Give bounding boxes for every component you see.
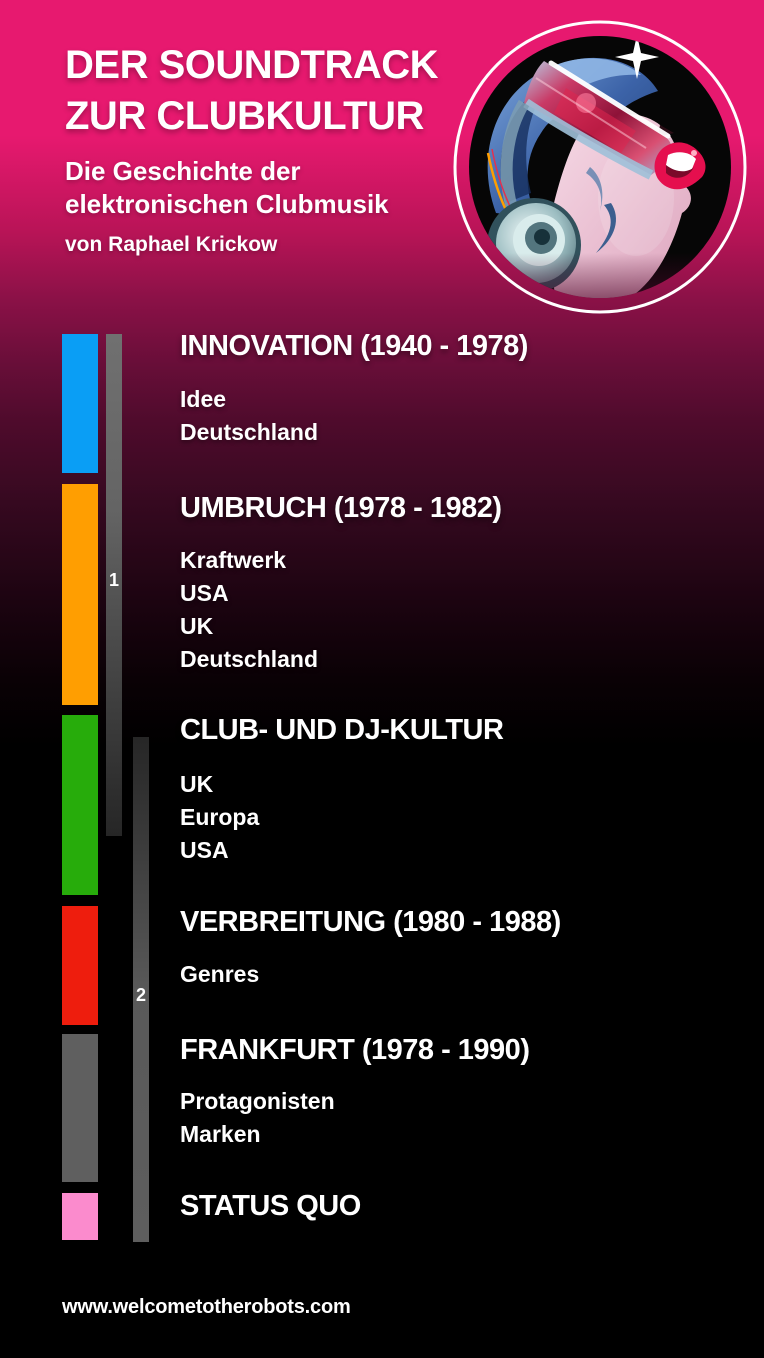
- page-subtitle: Die Geschichte der elektronischen Clubmu…: [65, 155, 389, 221]
- timeline-block-statusquo: [62, 1193, 98, 1240]
- visor-shape: [523, 60, 673, 180]
- section-items-frankfurt: Protagonisten Marken: [180, 1085, 335, 1151]
- list-item: USA: [180, 837, 229, 863]
- list-item: Protagonisten: [180, 1088, 335, 1114]
- page-title-line1: DER SOUNDTRACK: [65, 43, 439, 87]
- author-byline: von Raphael Krickow: [65, 233, 278, 256]
- list-item: Idee: [180, 386, 227, 412]
- lips-shape: [654, 142, 706, 190]
- sparkle-core: [633, 53, 641, 61]
- hero-ring: [453, 20, 747, 314]
- bracket-bar-2: [133, 737, 149, 1242]
- section-items-club: UK Europa USA: [180, 768, 259, 867]
- timeline-block-club: [62, 715, 98, 895]
- timeline-block-frankfurt: [62, 1034, 98, 1182]
- list-item: Europa: [180, 804, 260, 830]
- section-title-statusquo: STATUS QUO: [180, 1190, 361, 1222]
- bracket-marker-1: 1: [108, 570, 119, 590]
- page-title-line2: ZUR CLUBKULTUR: [65, 94, 424, 138]
- page-subtitle-line2: elektronischen Clubmusik: [65, 189, 389, 219]
- section-title-verbreitung: VERBREITUNG (1980 - 1988): [180, 906, 561, 938]
- hero-image: [453, 20, 747, 314]
- section-title-club: CLUB- UND DJ-KULTUR: [180, 714, 504, 746]
- timeline-block-umbruch: [62, 484, 98, 705]
- list-item: Deutschland: [180, 646, 319, 672]
- list-item: Marken: [180, 1121, 261, 1147]
- section-title-innovation: INNOVATION (1940 - 1978): [180, 330, 528, 362]
- list-item: UK: [180, 613, 214, 639]
- list-item: UK: [180, 771, 214, 797]
- bracket-marker-2: 2: [135, 985, 146, 1005]
- section-title-frankfurt: FRANKFURT (1978 - 1990): [180, 1034, 530, 1066]
- section-items-verbreitung: Genres: [180, 958, 259, 991]
- section-items-innovation: Idee Deutschland: [180, 383, 318, 449]
- list-item: USA: [180, 580, 229, 606]
- list-item: Genres: [180, 961, 260, 987]
- list-item: Kraftwerk: [180, 547, 287, 573]
- page-title: DER SOUNDTRACK ZUR CLUBKULTUR: [65, 40, 439, 142]
- list-item: Deutschland: [180, 419, 319, 445]
- bracket-bar-1: [106, 334, 122, 836]
- section-title-umbruch: UMBRUCH (1978 - 1982): [180, 492, 502, 524]
- timeline-block-innovation: [62, 334, 98, 473]
- section-items-umbruch: Kraftwerk USA UK Deutschland: [180, 544, 318, 676]
- hero-bottom-fade: [469, 253, 731, 298]
- footer-url: www.welcometotherobots.com: [62, 1296, 351, 1318]
- timeline-block-verbreitung: [62, 906, 98, 1025]
- page-subtitle-line1: Die Geschichte der: [65, 156, 301, 186]
